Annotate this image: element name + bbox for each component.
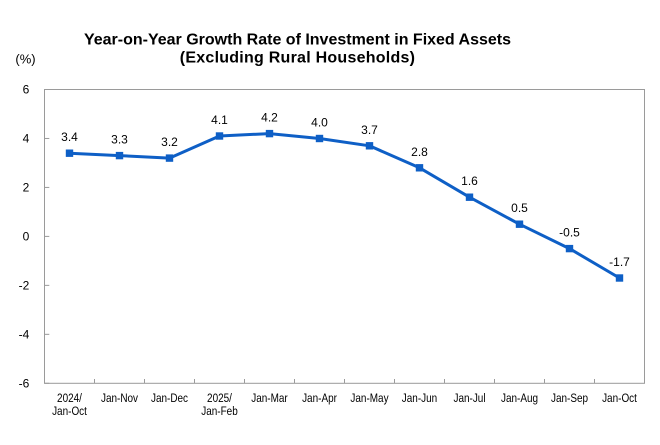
svg-text:Jan-Oct: Jan-Oct [52,405,87,418]
svg-text:3.4: 3.4 [61,130,78,144]
svg-text:Jan-Jun: Jan-Jun [402,392,437,405]
svg-text:6: 6 [23,83,30,97]
svg-text:Jan-Nov: Jan-Nov [101,392,138,405]
svg-text:-2: -2 [19,279,30,293]
svg-text:4.2: 4.2 [261,111,278,125]
svg-text:0: 0 [23,230,30,244]
svg-text:Jan-Aug: Jan-Aug [501,392,538,405]
svg-text:2025/: 2025/ [207,392,233,405]
svg-text:-0.5: -0.5 [559,226,580,240]
svg-text:Jan-Jul: Jan-Jul [453,392,485,405]
svg-text:-4: -4 [19,328,30,342]
svg-text:3.7: 3.7 [361,123,378,137]
svg-text:0.5: 0.5 [511,201,528,215]
svg-text:(Excluding Rural Households): (Excluding Rural Households) [180,50,415,67]
svg-text:4.0: 4.0 [311,116,328,130]
svg-text:Jan-May: Jan-May [350,392,389,405]
svg-text:Year-on-Year Growth Rate of In: Year-on-Year Growth Rate of Investment i… [84,31,511,48]
svg-text:2024/: 2024/ [57,392,83,405]
svg-text:Jan-Oct: Jan-Oct [602,392,637,405]
svg-text:Jan-Sep: Jan-Sep [551,392,588,405]
svg-text:-6: -6 [19,377,30,391]
svg-text:4.1: 4.1 [211,113,228,127]
svg-text:3.3: 3.3 [111,133,128,147]
svg-text:Jan-Mar: Jan-Mar [251,392,288,405]
svg-text:(%): (%) [15,52,35,67]
svg-text:Jan-Dec: Jan-Dec [151,392,188,405]
svg-text:2: 2 [23,181,30,195]
svg-text:4: 4 [23,132,30,146]
svg-text:Jan-Feb: Jan-Feb [201,405,238,418]
svg-text:Jan-Apr: Jan-Apr [302,392,337,405]
svg-text:3.2: 3.2 [161,135,178,149]
svg-text:2.8: 2.8 [411,145,428,159]
svg-text:-1.7: -1.7 [609,255,630,269]
svg-text:1.6: 1.6 [461,174,478,188]
